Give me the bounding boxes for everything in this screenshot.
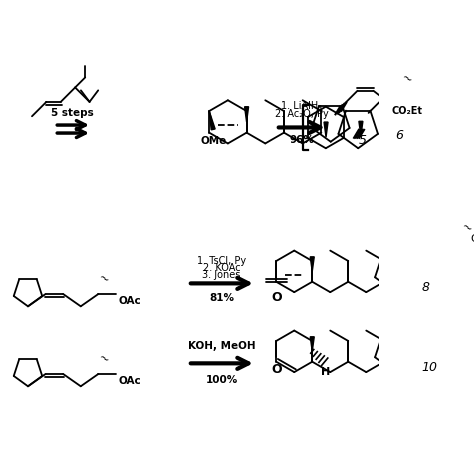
Text: 8: 8 [421, 281, 429, 294]
Polygon shape [310, 337, 314, 351]
Polygon shape [387, 352, 391, 366]
Text: ~: ~ [459, 219, 474, 236]
Text: 96%: 96% [289, 136, 314, 146]
Polygon shape [324, 122, 328, 137]
Text: 3. Jones: 3. Jones [202, 270, 241, 280]
Text: 5: 5 [359, 134, 367, 147]
Polygon shape [359, 121, 363, 136]
Text: 2. Ac₂O, Py: 2. Ac₂O, Py [274, 109, 328, 119]
Text: 100%: 100% [205, 375, 237, 385]
Text: 5 steps: 5 steps [51, 108, 94, 118]
Text: O: O [271, 292, 282, 304]
Text: OAc: OAc [118, 296, 141, 306]
Polygon shape [245, 107, 248, 122]
Text: ~: ~ [399, 71, 415, 87]
Text: C: C [471, 234, 474, 244]
Text: CO₂Et: CO₂Et [392, 106, 423, 116]
Text: 6: 6 [395, 129, 403, 142]
Polygon shape [387, 272, 391, 286]
Polygon shape [310, 257, 314, 272]
Text: 2. KOAc: 2. KOAc [203, 263, 240, 273]
Text: ~: ~ [96, 271, 111, 287]
Polygon shape [209, 111, 215, 130]
Text: OAc: OAc [118, 376, 141, 386]
Text: 1. TsCl, Py: 1. TsCl, Py [197, 256, 246, 266]
Text: 1. LiAlH₄: 1. LiAlH₄ [281, 101, 322, 111]
Text: 81%: 81% [209, 293, 234, 303]
Text: OMe: OMe [200, 136, 226, 146]
Text: ~: ~ [96, 351, 111, 367]
Text: KOH, MeOH: KOH, MeOH [188, 341, 255, 351]
Text: O: O [271, 363, 282, 376]
Text: H: H [321, 367, 330, 377]
Text: 10: 10 [421, 361, 437, 374]
